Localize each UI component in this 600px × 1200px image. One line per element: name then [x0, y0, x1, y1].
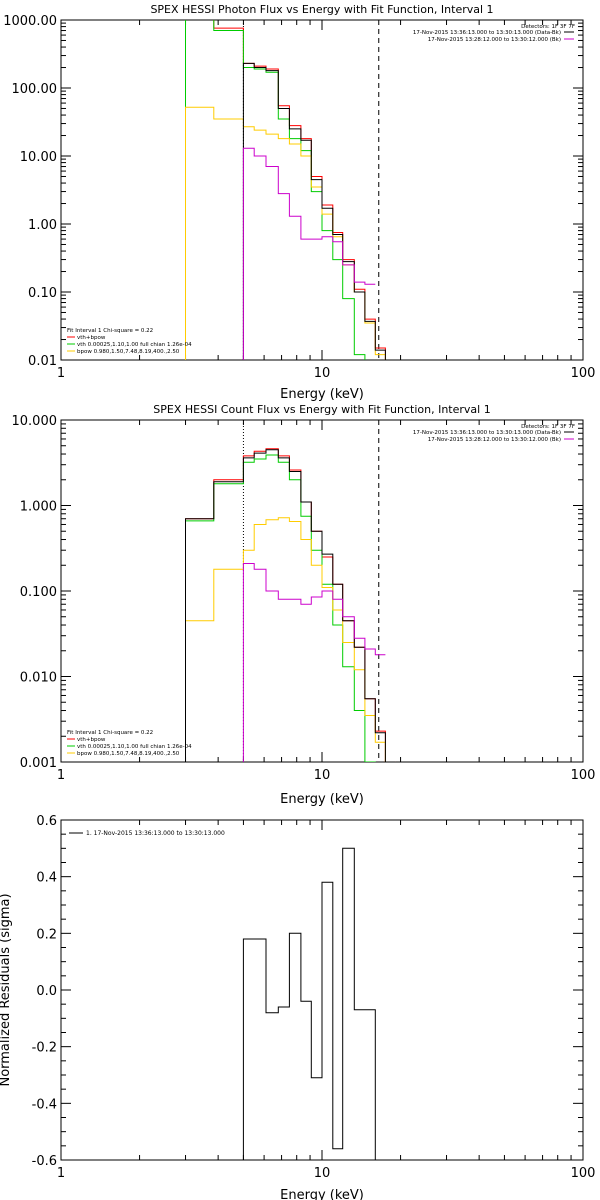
series-line-bk — [242, 147, 376, 360]
x-tick-label: 1 — [57, 768, 65, 783]
x-axis-label: Energy (keV) — [280, 792, 364, 807]
legend-entry-label: 17-Nov-2015 13:36:13.000 to 13:30:13.000… — [413, 430, 561, 436]
y-tick-label: 0.2 — [36, 927, 57, 942]
y-tick-label: 1.000 — [20, 500, 57, 515]
series-line-data-bk — [242, 62, 386, 360]
x-axis-label: Energy (keV) — [280, 387, 364, 402]
plot-area — [185, 20, 386, 360]
y-tick-label: 0.100 — [20, 585, 57, 600]
residuals-panel: Energy (keV) Normalized Residuals (sigma… — [0, 814, 595, 1200]
y-tick-label: 10.000 — [12, 414, 58, 429]
legend-fit-functions: Fit Interval 1 Chi-square = 0.22vth+bpow… — [67, 328, 192, 355]
chart-title: SPEX HESSI Count Flux vs Energy with Fit… — [153, 403, 490, 416]
legend-entry-label: bpow 0.980,1.50,7.48,8.19,400.,2.50 — [77, 349, 180, 355]
series-line-bk — [242, 563, 386, 762]
x-tick-label: 100 — [571, 768, 596, 783]
x-tick-label: 10 — [314, 768, 331, 783]
y-tick-label: 1000.00 — [3, 14, 57, 29]
x-tick-label: 100 — [571, 1166, 596, 1181]
y-tick-label: 0.0 — [36, 984, 57, 999]
series-line-vth-bpow — [185, 20, 386, 360]
series-line-vth-bpow — [185, 448, 396, 762]
series-line-1-17-nov-2015-13-36-13-000-to-13-30-13-000 — [242, 847, 376, 1160]
legend-entry-label: 17-Nov-2015 13:28:12.000 to 13:30:12.000… — [428, 37, 561, 43]
plot-area — [242, 847, 376, 1160]
chart-title: SPEX HESSI Photon Flux vs Energy with Fi… — [150, 3, 493, 16]
detectors-label: Detectors: 1F 3F 7F — [521, 24, 575, 30]
y-tick-label: -0.2 — [32, 1041, 57, 1056]
photon-flux-panel: SPEX HESSI Photon Flux vs Energy with Fi… — [3, 3, 595, 402]
x-tick-label: 1 — [57, 1166, 65, 1181]
legend-entry-label: vth 0.00025,1.10,1.00 full chian 1.26e-0… — [77, 342, 192, 348]
plot-axes: 1 10 100 0.01 0.10 1.00 10.00 100.00 1000.00 — [3, 14, 595, 381]
legend-time-ranges: 17-Nov-2015 13:36:13.000 to 13:30:13.000… — [413, 30, 574, 43]
series-group — [185, 20, 386, 360]
legend-fit-functions: Fit Interval 1 Chi-square = 0.22vth+bpow… — [67, 730, 192, 757]
y-tick-label: 0.10 — [28, 286, 57, 301]
y-tick-label: 0.6 — [36, 814, 57, 829]
x-tick-label: 10 — [314, 366, 331, 381]
detectors-label: Detectors: 1F 3F 7F — [521, 424, 575, 430]
series-line-vth — [185, 20, 366, 360]
series-group — [242, 847, 376, 1160]
plot-axes: 1 10 100 0.001 0.010 0.100 1.000 10.000 — [12, 414, 596, 783]
y-axis-label: Normalized Residuals (sigma) — [0, 893, 13, 1086]
x-tick-label: 1 — [57, 366, 65, 381]
legend-entry-label: vth 0.00025,1.10,1.00 full chian 1.26e-0… — [77, 744, 192, 750]
y-tick-label: 100.00 — [12, 82, 58, 97]
x-axis-label: Energy (keV) — [280, 1188, 364, 1200]
series-line-bpow — [185, 106, 386, 360]
count-flux-panel: SPEX HESSI Count Flux vs Energy with Fit… — [12, 403, 596, 807]
x-tick-label: 10 — [314, 1166, 331, 1181]
legend-entry-label: 1. 17-Nov-2015 13:36:13.000 to 13:30:13.… — [86, 830, 225, 837]
series-line-vth — [185, 454, 376, 762]
legend-time-ranges: 17-Nov-2015 13:36:13.000 to 13:30:13.000… — [413, 430, 574, 443]
legend: 1. 17-Nov-2015 13:36:13.000 to 13:30:13.… — [69, 830, 225, 837]
y-tick-label: -0.4 — [32, 1097, 57, 1112]
series-line-data-bk — [185, 449, 396, 762]
y-tick-label: 0.001 — [20, 756, 57, 771]
x-tick-label: 100 — [571, 366, 596, 381]
y-tick-label: 1.00 — [28, 218, 57, 233]
y-tick-label: 0.010 — [20, 671, 57, 686]
y-tick-label: 10.00 — [20, 150, 57, 165]
plot-axes: 1 10 100 -0.6 -0.4 -0.2 0.0 0.2 0.4 0.6 — [32, 814, 596, 1181]
legend-entry-label: vth+bpow — [77, 335, 106, 341]
y-tick-label: -0.6 — [32, 1154, 57, 1169]
y-tick-label: 0.4 — [36, 871, 57, 886]
legend-entry-label: Fit Interval 1 Chi-square = 0.22 — [67, 730, 153, 736]
y-tick-label: 0.01 — [28, 354, 57, 369]
series-group — [185, 448, 396, 762]
legend-entry-label: Fit Interval 1 Chi-square = 0.22 — [67, 328, 153, 334]
legend-entry-label: 17-Nov-2015 13:36:13.000 to 13:30:13.000… — [413, 30, 561, 36]
series-line-bpow — [185, 517, 386, 762]
plot-area — [185, 448, 396, 762]
legend-entry-label: vth+bpow — [77, 737, 106, 743]
legend-entry-label: 17-Nov-2015 13:28:12.000 to 13:30:12.000… — [428, 437, 561, 443]
legend-entry-label: bpow 0.980,1.50,7.48,8.19,400.,2.50 — [77, 751, 180, 757]
